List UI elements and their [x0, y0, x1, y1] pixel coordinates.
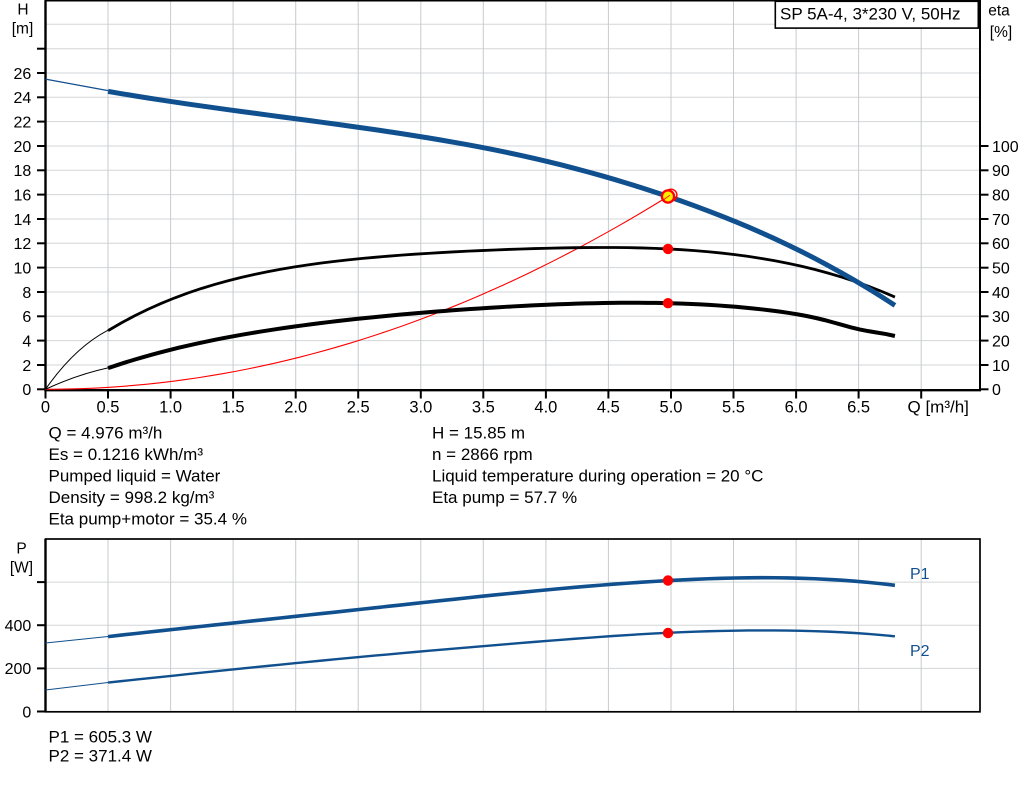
svg-text:2: 2 [22, 358, 31, 375]
svg-text:Es = 0.1216 kWh/m³: Es = 0.1216 kWh/m³ [49, 445, 204, 464]
svg-text:P: P [16, 541, 26, 558]
svg-text:70: 70 [992, 212, 1010, 229]
svg-text:3.5: 3.5 [472, 399, 495, 417]
svg-text:2.5: 2.5 [347, 399, 370, 417]
svg-text:Pumped liquid = Water: Pumped liquid = Water [49, 467, 221, 486]
svg-text:16: 16 [14, 187, 32, 204]
svg-text:P2 = 371.4 W: P2 = 371.4 W [49, 747, 152, 766]
svg-text:4.0: 4.0 [534, 399, 557, 417]
svg-text:6: 6 [22, 309, 31, 326]
svg-text:0.5: 0.5 [97, 399, 120, 417]
svg-text:100: 100 [992, 139, 1019, 156]
svg-text:SP 5A-4, 3*230 V, 50Hz: SP 5A-4, 3*230 V, 50Hz [780, 5, 961, 24]
svg-text:14: 14 [14, 212, 32, 229]
svg-text:5.0: 5.0 [660, 399, 683, 417]
svg-text:60: 60 [992, 236, 1010, 253]
svg-text:8: 8 [22, 285, 31, 302]
svg-text:18: 18 [14, 163, 32, 180]
svg-text:0: 0 [22, 382, 31, 399]
svg-text:[m]: [m] [12, 21, 34, 38]
svg-text:[W]: [W] [10, 560, 33, 577]
svg-text:[%]: [%] [990, 24, 1012, 41]
svg-text:Liquid temperature during oper: Liquid temperature during operation = 20… [432, 467, 763, 486]
svg-text:eta: eta [988, 3, 1010, 20]
svg-text:30: 30 [992, 309, 1010, 326]
svg-text:P1: P1 [910, 566, 930, 583]
svg-text:Q = 4.976 m³/h: Q = 4.976 m³/h [49, 424, 163, 443]
svg-text:Density = 998.2 kg/m³: Density = 998.2 kg/m³ [49, 488, 215, 507]
svg-text:12: 12 [14, 236, 32, 253]
svg-text:80: 80 [992, 188, 1010, 205]
svg-text:P2: P2 [910, 643, 930, 660]
svg-text:H = 15.85 m: H = 15.85 m [432, 424, 525, 443]
svg-text:10: 10 [14, 260, 32, 277]
svg-text:3.0: 3.0 [409, 399, 432, 417]
svg-text:n = 2866 rpm: n = 2866 rpm [432, 445, 533, 464]
svg-text:4.5: 4.5 [597, 399, 620, 417]
svg-text:1.0: 1.0 [159, 399, 182, 417]
svg-text:0: 0 [22, 704, 31, 721]
svg-text:90: 90 [992, 163, 1010, 180]
svg-text:0: 0 [992, 382, 1001, 399]
svg-text:2.0: 2.0 [284, 399, 307, 417]
svg-text:Eta pump+motor = 35.4 %: Eta pump+motor = 35.4 % [49, 510, 247, 529]
svg-text:5.5: 5.5 [722, 399, 745, 417]
svg-text:1.5: 1.5 [222, 399, 245, 417]
svg-text:20: 20 [14, 139, 32, 156]
svg-text:20: 20 [992, 333, 1010, 350]
svg-text:50: 50 [992, 261, 1010, 278]
svg-text:400: 400 [5, 618, 32, 635]
svg-text:Eta pump = 57.7 %: Eta pump = 57.7 % [432, 488, 577, 507]
svg-text:22: 22 [14, 114, 32, 131]
svg-text:200: 200 [5, 661, 32, 678]
svg-text:P1 = 605.3 W: P1 = 605.3 W [49, 727, 152, 746]
svg-text:40: 40 [992, 285, 1010, 302]
svg-text:6.0: 6.0 [785, 399, 808, 417]
svg-text:H: H [17, 2, 28, 19]
svg-text:26: 26 [14, 66, 32, 83]
svg-text:4: 4 [22, 333, 31, 350]
svg-text:Q [m³/h]: Q [m³/h] [908, 398, 969, 417]
svg-text:24: 24 [14, 90, 32, 107]
svg-text:6.5: 6.5 [847, 399, 870, 417]
svg-text:10: 10 [992, 358, 1010, 375]
svg-text:0: 0 [41, 399, 50, 417]
